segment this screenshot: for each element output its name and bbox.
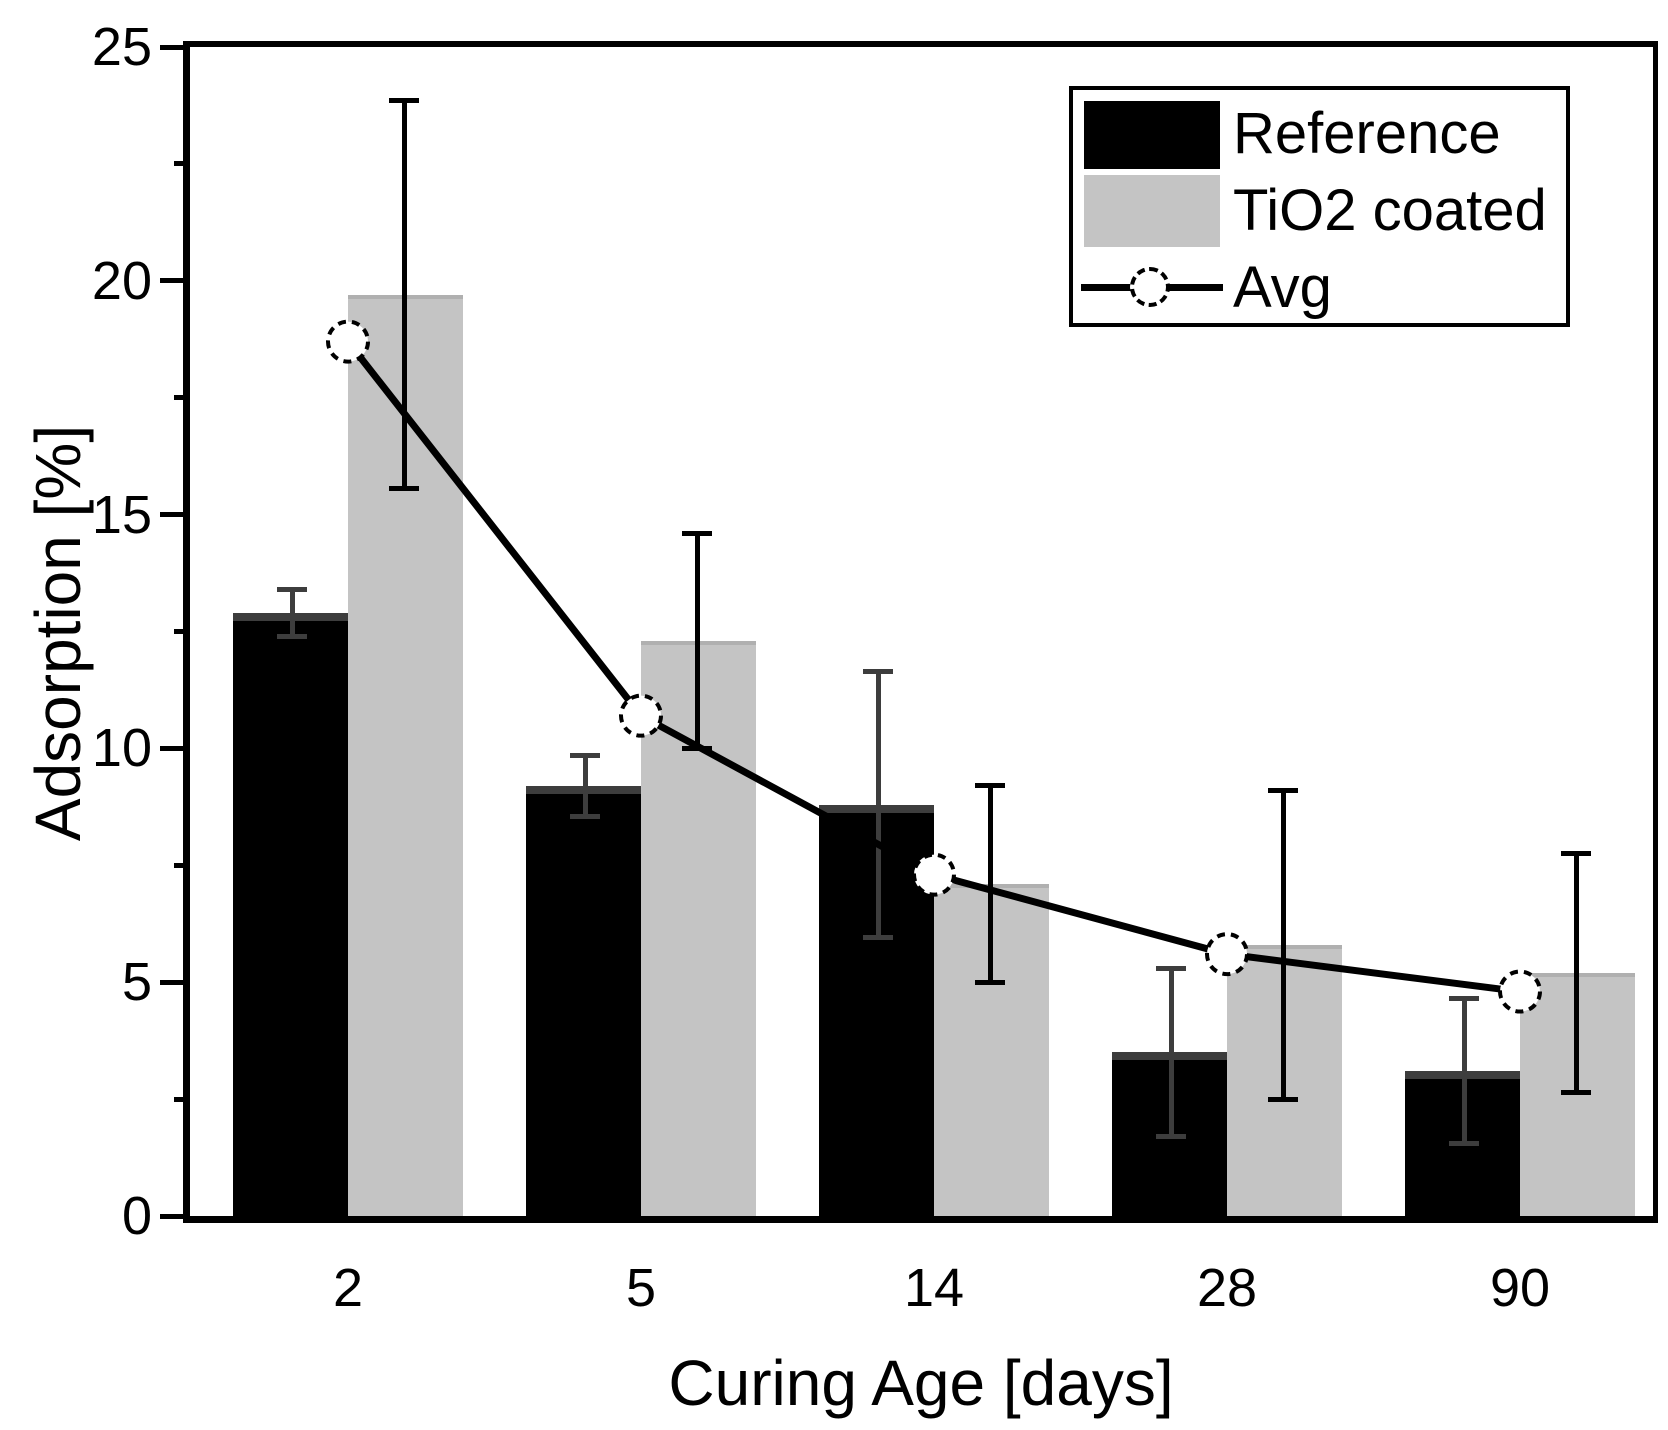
x-axis-tick-label: 2 <box>332 1258 364 1318</box>
y-axis-minor-tick <box>174 161 190 167</box>
error-bar-tio2-coated-cap <box>975 979 1005 985</box>
legend-label-avg: Avg <box>1233 255 1332 320</box>
y-axis-tick-label: 20 <box>91 250 152 311</box>
error-bar-reference-cap <box>863 668 893 674</box>
legend-label-tio2: TiO2 coated <box>1233 178 1547 243</box>
y-axis-tick-label: 0 <box>121 1186 152 1246</box>
error-bar-tio2-coated-cap <box>1268 787 1298 793</box>
legend: Reference TiO2 coated Avg <box>1069 86 1570 327</box>
error-bar-tio2-coated-cap <box>682 530 712 536</box>
legend-swatch-tio2 <box>1084 175 1220 247</box>
bar-reference <box>233 612 348 1216</box>
y-axis-major-tick <box>160 1213 190 1219</box>
y-axis-minor-tick <box>174 395 190 401</box>
y-axis-minor-tick <box>174 629 190 634</box>
error-bar-reference-cap <box>277 633 307 639</box>
y-axis-major-tick <box>160 44 190 50</box>
x-axis-tick-label: 90 <box>1489 1258 1551 1318</box>
y-axis-tick-label: 15 <box>91 484 152 545</box>
x-axis-tick-label: 28 <box>1196 1258 1258 1318</box>
error-bar-tio2-coated-cap <box>389 486 419 492</box>
error-bar-tio2-coated <box>987 785 993 983</box>
error-bar-reference-cap <box>863 935 893 941</box>
error-bar-reference <box>289 589 295 637</box>
legend-avg-marker-icon <box>1130 267 1170 307</box>
y-axis-major-tick <box>160 745 190 751</box>
error-bar-tio2-coated <box>1573 853 1579 1093</box>
error-bar-tio2-coated <box>1280 790 1286 1100</box>
x-axis-title: Curing Age [days] <box>668 1347 1174 1419</box>
error-bar-reference-cap <box>570 813 600 819</box>
bar-reference <box>526 785 641 1216</box>
error-bar-reference-cap <box>277 586 307 592</box>
error-bar-tio2-coated <box>694 533 700 749</box>
error-bar-tio2-coated-cap <box>1561 1089 1591 1095</box>
error-bar-reference <box>582 755 588 817</box>
y-axis-tick-label: 5 <box>121 952 152 1013</box>
error-bar-reference <box>875 671 881 938</box>
y-axis-major-tick <box>160 512 190 518</box>
error-bar-tio2-coated-cap <box>1268 1096 1298 1102</box>
error-bar-tio2-coated-cap <box>389 98 419 104</box>
legend-label-reference: Reference <box>1233 101 1501 166</box>
error-bar-reference-cap <box>570 752 600 758</box>
error-bar-tio2-coated-cap <box>682 745 712 751</box>
y-axis-minor-tick <box>174 1096 190 1102</box>
error-bar-reference-cap <box>1156 965 1186 971</box>
x-axis-tick-label: 5 <box>625 1258 657 1318</box>
y-axis-tick-label: 25 <box>91 17 152 77</box>
y-axis-tick-label: 10 <box>91 718 152 779</box>
y-axis-major-tick <box>160 278 190 284</box>
y-axis-major-tick <box>160 979 190 985</box>
legend-swatch-reference <box>1084 101 1220 169</box>
y-axis-title: Adsorption [%] <box>22 424 94 842</box>
error-bar-tio2-coated <box>401 100 407 489</box>
error-bar-tio2-coated-cap <box>1561 851 1591 857</box>
error-bar-reference-cap <box>1449 996 1479 1002</box>
error-bar-reference <box>1168 968 1174 1137</box>
error-bar-reference <box>1461 998 1467 1144</box>
y-axis-minor-tick <box>174 862 190 868</box>
error-bar-tio2-coated-cap <box>975 783 1005 789</box>
x-axis-tick-label: 14 <box>903 1258 965 1318</box>
error-bar-reference-cap <box>1449 1141 1479 1147</box>
error-bar-reference-cap <box>1156 1134 1186 1139</box>
